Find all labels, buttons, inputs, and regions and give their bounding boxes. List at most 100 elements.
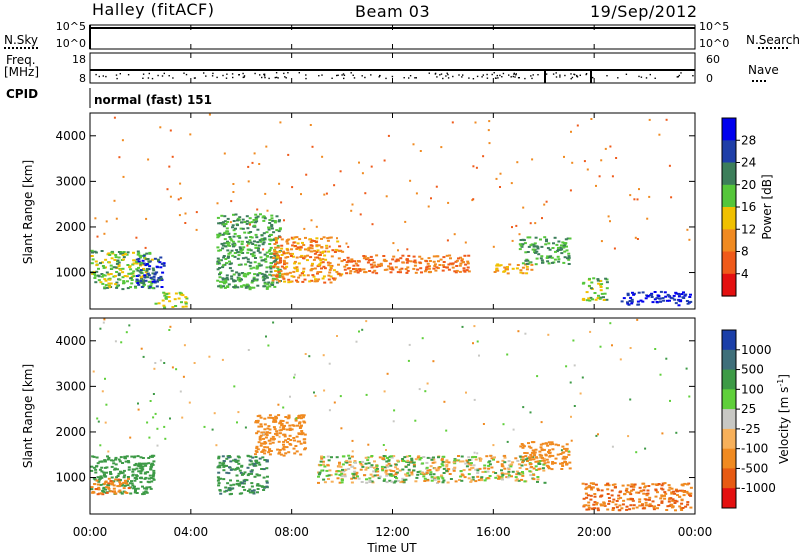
echo-cell — [403, 456, 407, 459]
echo-cell — [169, 195, 172, 198]
echo-cell — [331, 249, 335, 252]
echo-cell — [375, 466, 378, 468]
echo-cell — [441, 477, 445, 480]
echo-cell — [104, 258, 108, 261]
echo-cell — [335, 270, 339, 273]
nave-point — [530, 75, 532, 77]
nave-point — [226, 73, 228, 75]
colorbar-tick-label: -25 — [741, 422, 761, 436]
echo-cell — [681, 296, 685, 299]
echo-cell — [385, 481, 389, 484]
echo-cell — [557, 258, 561, 261]
echo-cell — [257, 461, 261, 464]
echo-cell — [227, 232, 231, 235]
echo-cell — [380, 264, 383, 267]
echo-cell — [453, 466, 457, 469]
echo-cell — [390, 480, 394, 483]
echo-cell — [217, 471, 221, 474]
echo-cell — [234, 213, 238, 216]
echo-cell — [461, 325, 464, 328]
echo-cell — [268, 449, 271, 452]
nave-point — [343, 74, 346, 76]
echo-cell — [343, 265, 347, 268]
echo-cell — [458, 460, 462, 463]
echo-cell — [280, 201, 283, 204]
echo-cell — [288, 434, 292, 437]
echo-cell — [109, 273, 113, 275]
echo-cell — [295, 256, 299, 259]
echo-cell — [589, 498, 593, 501]
echo-cell — [557, 246, 560, 249]
echo-cell — [360, 268, 363, 271]
echo-cell — [312, 258, 316, 261]
echo-cell — [94, 217, 97, 220]
echo-cell — [301, 415, 305, 418]
echo-cell — [246, 240, 249, 243]
nave-point — [486, 73, 488, 76]
nave-point — [243, 75, 246, 77]
echo-cell — [145, 491, 149, 494]
echo-cell — [637, 303, 641, 306]
echo-cell — [114, 283, 118, 286]
nsky-tick-top: 10^5 — [56, 20, 86, 33]
echo-cell — [288, 271, 292, 274]
echo-cell — [284, 256, 288, 259]
echo-cell — [572, 339, 575, 342]
echo-cell — [419, 472, 423, 475]
echo-cell — [389, 473, 393, 476]
echo-cell — [218, 234, 222, 237]
echo-cell — [135, 477, 139, 480]
echo-cell — [161, 299, 165, 302]
echo-cell — [528, 457, 532, 460]
echo-cell — [507, 460, 511, 463]
echo-cell — [375, 464, 379, 467]
echo-cell — [235, 271, 239, 274]
echo-cell — [271, 219, 275, 222]
echo-cell — [336, 335, 338, 337]
echo-cell — [291, 186, 294, 189]
echo-cell — [139, 263, 143, 266]
echo-cell — [524, 455, 528, 458]
echo-cell — [441, 269, 445, 272]
echo-cell — [179, 390, 182, 393]
echo-cell — [401, 254, 405, 257]
echo-cell — [679, 300, 683, 303]
echo-cell — [590, 281, 594, 284]
nave-point — [168, 75, 170, 77]
echo-cell — [222, 223, 226, 226]
echo-cell — [348, 457, 352, 460]
echo-cell — [674, 509, 677, 512]
echo-cell — [262, 275, 266, 278]
echo-cell — [339, 395, 342, 398]
echo-cell — [327, 274, 331, 277]
echo-cell — [152, 278, 156, 281]
echo-cell — [669, 296, 673, 299]
echo-cell — [208, 355, 211, 358]
echo-cell — [222, 285, 226, 288]
echo-cell — [322, 275, 326, 278]
echo-cell — [449, 478, 453, 480]
echo-cell — [139, 456, 143, 459]
echo-cell — [425, 466, 429, 469]
echo-cell — [262, 448, 266, 451]
echo-cell — [591, 486, 595, 489]
nave-point — [163, 72, 165, 75]
echo-cell — [594, 483, 598, 486]
echo-cell — [356, 271, 360, 274]
echo-cell — [631, 507, 635, 510]
echo-cell — [679, 507, 683, 510]
echo-cell — [113, 275, 117, 278]
echo-cell — [293, 439, 296, 442]
echo-cell — [385, 464, 389, 467]
echo-cell — [241, 218, 245, 221]
nave-label: Nave — [748, 63, 779, 77]
echo-cell — [226, 220, 230, 223]
nave-point — [415, 77, 417, 79]
echo-cell — [151, 272, 155, 275]
echo-cell — [124, 460, 128, 463]
nave-point — [275, 72, 278, 74]
echo-cell — [238, 216, 242, 219]
echo-cell — [414, 419, 417, 422]
echo-cell — [550, 256, 554, 259]
echo-cell — [532, 458, 536, 461]
